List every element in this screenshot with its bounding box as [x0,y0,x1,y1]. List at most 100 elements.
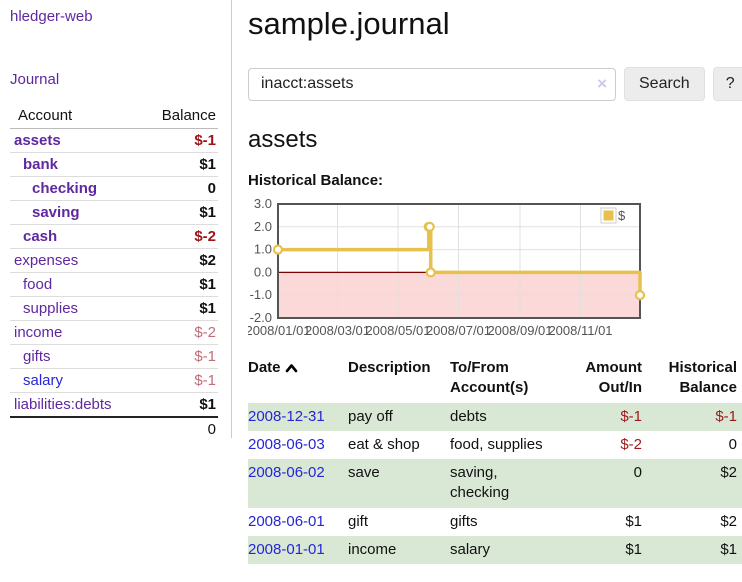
register-amount: $1 [625,540,642,558]
register-table: Date Description To/From Account(s) Amou… [248,356,742,564]
sort-ascending-icon [285,364,297,373]
account-link[interactable]: assets [14,132,61,149]
account-balance: $-1 [194,132,216,149]
register-date-link[interactable]: 2008-06-03 [248,435,325,453]
svg-text:0.0: 0.0 [254,264,272,279]
historical-balance-chart: 3.0 2.0 1.0 0.0 -1.0 -2.0 2008/01/01 2008/03/01… [248,196,648,344]
accounts-total-value: 0 [137,416,218,441]
register-header-description: Description [348,359,431,376]
search-input[interactable] [248,67,616,101]
register-accounts: gifts [450,512,478,530]
data-point-marker [272,244,284,255]
register-date-link[interactable]: 2008-01-01 [248,540,325,558]
register-description: eat & shop [348,435,420,453]
search-form: × Search ? [248,67,742,101]
search-box: × [248,67,616,101]
data-point-marker [424,221,435,232]
help-button[interactable]: ? [712,67,742,101]
register-date-link[interactable]: 2008-06-02 [248,464,325,481]
register-date-link[interactable]: 2008-12-31 [248,407,325,425]
account-link[interactable]: income [14,324,63,341]
account-balance: $1 [137,200,218,225]
account-balance: $1 [137,296,218,321]
register-header-date-sort[interactable]: Date [248,356,348,403]
svg-text:1.0: 1.0 [254,242,272,257]
register-header-row: Date Description To/From Account(s) Amou… [248,356,742,403]
accounts-table: Account Balance assets $-1 bank $1 check… [10,104,218,441]
account-link[interactable]: food [23,276,53,293]
table-row: 2008-06-02 save saving, checking 0 $2 [248,459,742,508]
chart-canvas: 3.0 2.0 1.0 0.0 -1.0 -2.02008/01/012008/03/01… [248,196,646,338]
account-row: bank $1 [10,152,218,177]
register-amount: $1 [625,512,642,530]
svg-text:2008/01/01: 2008/01/01 [248,323,311,338]
account-row: salary $-1 [10,368,218,393]
svg-text:2008/07/01: 2008/07/01 [426,323,491,338]
account-balance: $1 [137,392,218,417]
table-row: 2008-12-31 pay off debts $-1 $-1 [248,402,742,431]
register-description: save [348,464,380,481]
register-accounts: salary [450,540,491,558]
register-balance: $-1 [715,407,737,425]
svg-text:2008/11/01: 2008/11/01 [548,323,612,338]
account-link[interactable]: expenses [14,252,79,269]
svg-text:3.0: 3.0 [254,196,272,211]
account-link[interactable]: liabilities:debts [14,396,112,413]
register-header-accounts: To/From Account(s) [450,359,529,397]
account-balance: $1 [137,152,218,177]
register-amount: 0 [633,464,642,481]
svg-text:2.0: 2.0 [254,219,272,234]
register-header-amount: Amount Out/In [585,359,642,397]
svg-text:2008/09/01: 2008/09/01 [487,323,552,338]
account-balance: $2 [137,248,218,273]
account-row: supplies $1 [10,296,218,321]
table-row: 2008-06-03 eat & shop food, supplies $-2… [248,431,742,459]
register-balance: $2 [720,464,737,481]
account-balance: 0 [137,176,218,201]
register-balance: $2 [720,512,737,530]
account-row: saving $1 [10,200,218,225]
register-header-balance: Historical Balance [668,359,737,397]
register-balance: $1 [720,540,737,558]
data-point-marker [425,267,436,278]
accounts-header-account: Account [10,104,138,129]
register-amount: $-1 [620,407,642,425]
register-accounts: food, supplies [450,435,543,453]
account-row: income $-2 [10,320,218,345]
sidebar: hledger-web Journal Account Balance asse… [0,0,232,441]
data-point-marker [634,290,646,301]
account-link[interactable]: supplies [23,300,79,317]
register-amount: $-2 [620,435,642,453]
account-balance: $1 [137,272,218,297]
svg-text:2008/05/01: 2008/05/01 [365,323,430,338]
legend-swatch [603,210,614,221]
account-row: gifts $-1 [10,344,218,369]
app-title-link[interactable]: hledger-web [10,8,93,25]
register-accounts: saving, checking [450,464,510,502]
search-button[interactable]: Search [624,67,705,101]
table-row: 2008-01-01 income salary $1 $1 [248,535,742,564]
account-row: expenses $2 [10,248,218,273]
svg-text:2008/03/01: 2008/03/01 [305,323,370,338]
accounts-total-row: 0 [10,416,218,441]
account-link[interactable]: checking [32,180,98,197]
register-date-link[interactable]: 2008-06-01 [248,512,325,530]
sidebar-item-journal[interactable]: Journal [10,71,60,88]
chart-legend: $ [600,207,626,224]
account-link[interactable]: bank [23,156,59,173]
account-balance: $-1 [137,344,218,369]
account-row: cash $-2 [10,224,218,249]
svg-text:-1.0: -1.0 [250,287,272,302]
account-link[interactable]: saving [32,204,80,221]
account-row: food $1 [10,272,218,297]
account-balance: $-1 [137,368,218,393]
register-description: income [348,540,397,558]
accounts-header-balance: Balance [137,104,218,129]
clear-search-icon[interactable]: × [597,74,607,94]
account-link[interactable]: gifts [23,348,51,365]
svg-text:$: $ [618,208,626,223]
register-description: gift [348,512,369,530]
account-link[interactable]: cash [23,228,58,245]
account-link[interactable]: salary [23,372,64,389]
